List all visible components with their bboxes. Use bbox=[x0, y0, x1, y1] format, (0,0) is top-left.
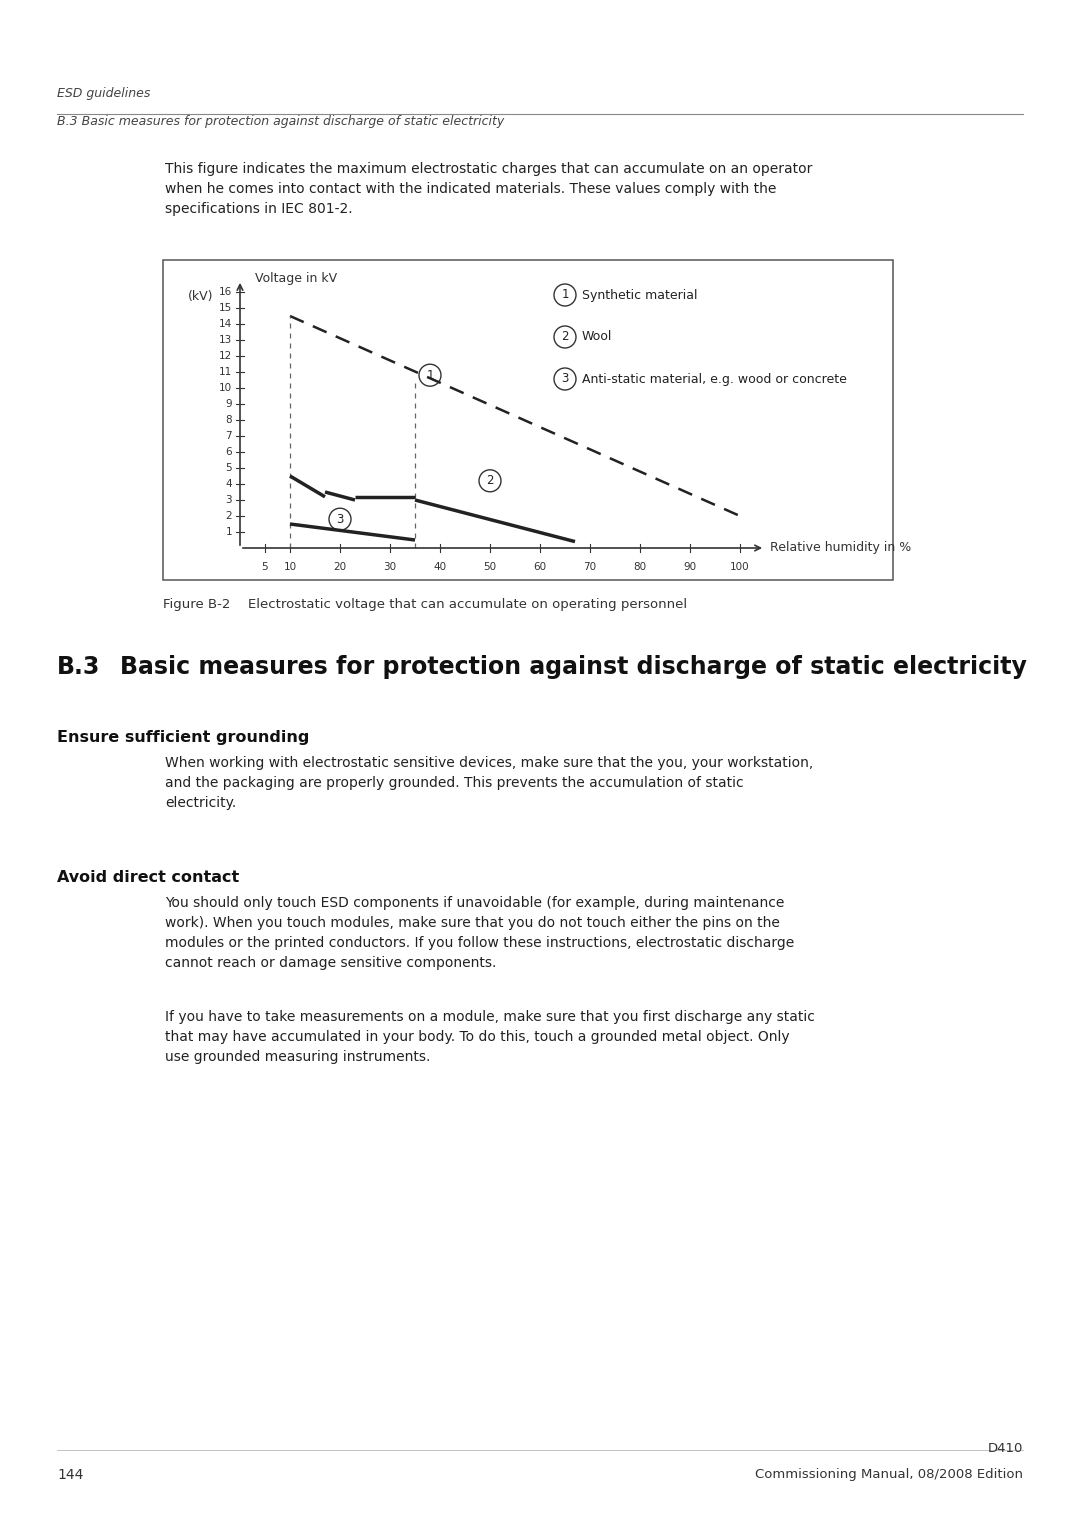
Text: Ensure sufficient grounding: Ensure sufficient grounding bbox=[57, 730, 309, 745]
Text: 2: 2 bbox=[226, 512, 232, 521]
Text: Voltage in kV: Voltage in kV bbox=[255, 272, 337, 286]
Text: 9: 9 bbox=[226, 399, 232, 409]
Text: 1: 1 bbox=[226, 527, 232, 538]
Text: Electrostatic voltage that can accumulate on operating personnel: Electrostatic voltage that can accumulat… bbox=[248, 599, 687, 611]
Text: 60: 60 bbox=[534, 562, 546, 573]
Text: 3: 3 bbox=[562, 373, 569, 385]
Text: 2: 2 bbox=[562, 330, 569, 344]
Text: 144: 144 bbox=[57, 1467, 83, 1483]
Text: 100: 100 bbox=[730, 562, 750, 573]
Text: B.3: B.3 bbox=[57, 655, 100, 680]
Text: 3: 3 bbox=[336, 513, 343, 525]
Text: Synthetic material: Synthetic material bbox=[582, 289, 698, 301]
Bar bbox=[163, 260, 893, 580]
Text: Commissioning Manual, 08/2008 Edition: Commissioning Manual, 08/2008 Edition bbox=[755, 1467, 1023, 1481]
Text: 90: 90 bbox=[684, 562, 697, 573]
Text: 20: 20 bbox=[334, 562, 347, 573]
Text: 5: 5 bbox=[226, 463, 232, 473]
Text: D410: D410 bbox=[987, 1441, 1023, 1455]
Text: You should only touch ESD components if unavoidable (for example, during mainten: You should only touch ESD components if … bbox=[165, 896, 794, 970]
Text: 1: 1 bbox=[427, 368, 434, 382]
Text: 2: 2 bbox=[486, 475, 494, 487]
Text: 1: 1 bbox=[562, 289, 569, 301]
Text: ESD guidelines: ESD guidelines bbox=[57, 87, 150, 99]
Text: 8: 8 bbox=[226, 415, 232, 425]
Text: Relative humidity in %: Relative humidity in % bbox=[770, 542, 912, 554]
Text: 70: 70 bbox=[583, 562, 596, 573]
Text: Wool: Wool bbox=[582, 330, 612, 344]
Text: 11: 11 bbox=[219, 366, 232, 377]
Text: 14: 14 bbox=[219, 319, 232, 328]
Text: 7: 7 bbox=[226, 431, 232, 441]
Text: 10: 10 bbox=[219, 383, 232, 392]
Text: 15: 15 bbox=[219, 302, 232, 313]
Text: 10: 10 bbox=[283, 562, 297, 573]
Text: Figure B-2: Figure B-2 bbox=[163, 599, 230, 611]
Text: 4: 4 bbox=[226, 479, 232, 489]
Text: 5: 5 bbox=[261, 562, 268, 573]
Text: 13: 13 bbox=[219, 334, 232, 345]
Text: If you have to take measurements on a module, make sure that you first discharge: If you have to take measurements on a mo… bbox=[165, 1009, 815, 1064]
Text: B.3 Basic measures for protection against discharge of static electricity: B.3 Basic measures for protection agains… bbox=[57, 115, 504, 128]
Text: 80: 80 bbox=[634, 562, 647, 573]
Text: Avoid direct contact: Avoid direct contact bbox=[57, 870, 240, 886]
Text: (kV): (kV) bbox=[188, 290, 214, 302]
Text: Anti-static material, e.g. wood or concrete: Anti-static material, e.g. wood or concr… bbox=[582, 373, 847, 385]
Text: 50: 50 bbox=[484, 562, 497, 573]
Text: When working with electrostatic sensitive devices, make sure that the you, your : When working with electrostatic sensitiv… bbox=[165, 756, 813, 811]
Text: 16: 16 bbox=[219, 287, 232, 296]
Text: This figure indicates the maximum electrostatic charges that can accumulate on a: This figure indicates the maximum electr… bbox=[165, 162, 812, 217]
Text: Basic measures for protection against discharge of static electricity: Basic measures for protection against di… bbox=[120, 655, 1027, 680]
Text: 3: 3 bbox=[226, 495, 232, 505]
Text: 40: 40 bbox=[433, 562, 446, 573]
Text: 12: 12 bbox=[219, 351, 232, 360]
Text: 6: 6 bbox=[226, 447, 232, 457]
Text: 30: 30 bbox=[383, 562, 396, 573]
